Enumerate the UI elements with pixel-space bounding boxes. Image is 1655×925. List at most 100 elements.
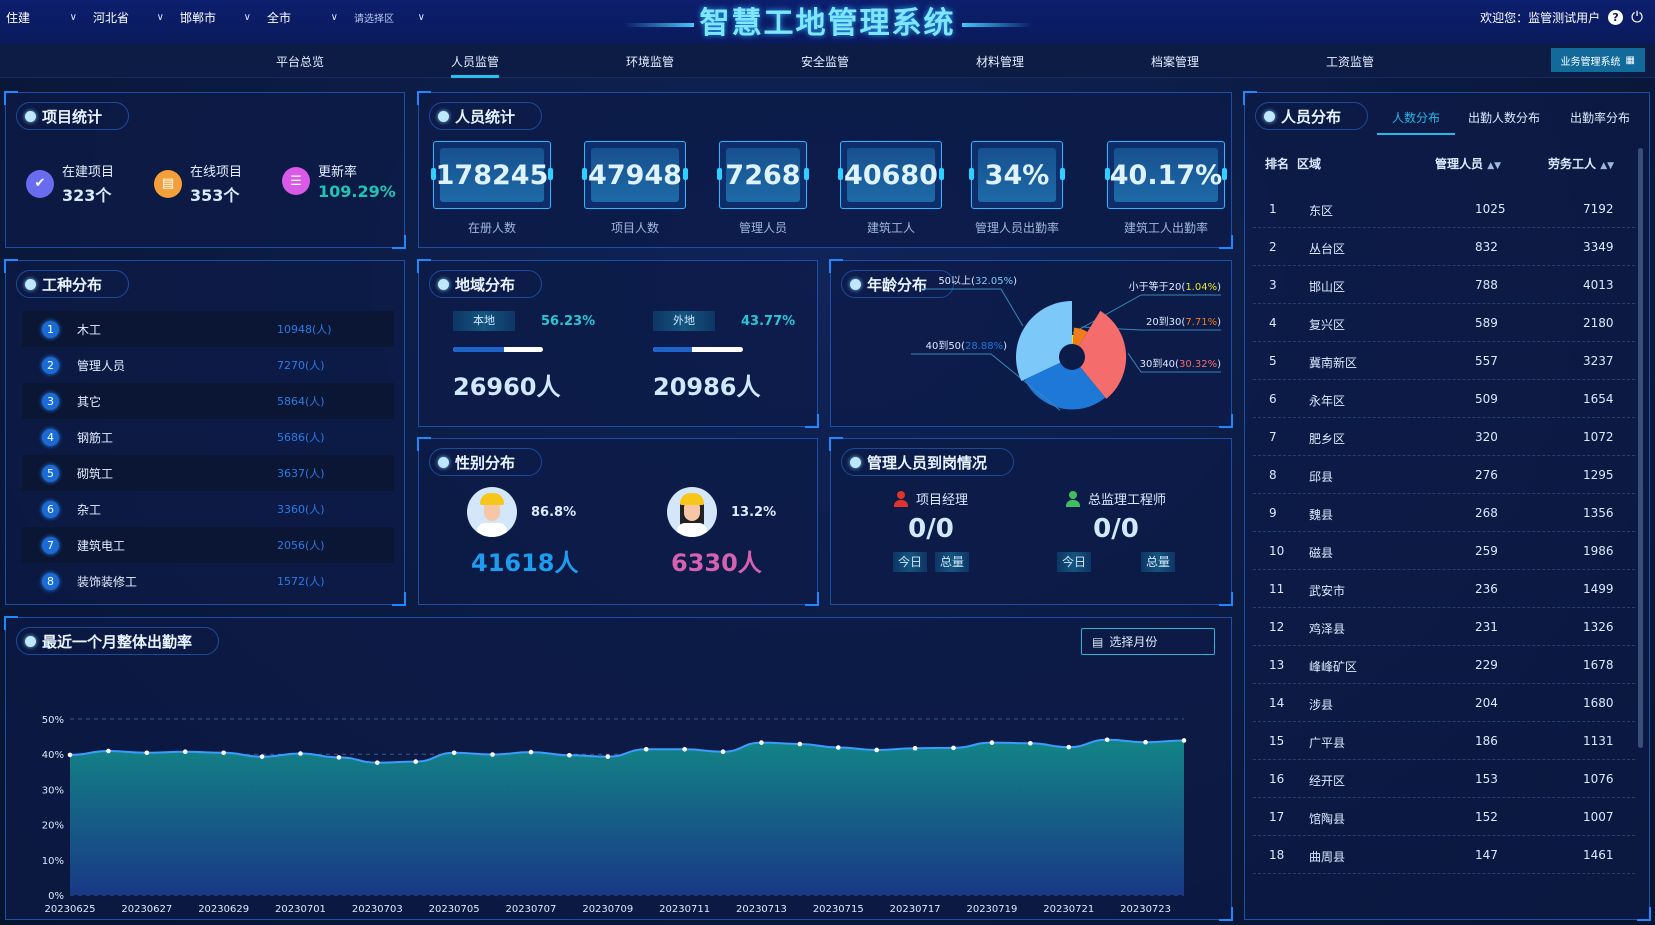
panel-title-text: 工种分布 — [42, 275, 103, 294]
nav-tab[interactable]: 档案管理 — [1150, 55, 1200, 69]
data-point-20230627[interactable] — [144, 750, 150, 756]
list-item[interactable]: 3 其它 5864(人) — [22, 383, 394, 419]
data-point-20230706[interactable] — [490, 752, 495, 757]
worker-type-count: 1572(人) — [277, 575, 325, 588]
data-point-20230710[interactable] — [643, 746, 649, 752]
nav-tab[interactable]: 人员监管 — [450, 53, 500, 78]
data-point-20230721[interactable] — [1066, 744, 1072, 750]
table-row[interactable]: 13 峰峰矿区 229 1678 — [1253, 646, 1635, 684]
data-point-20230630[interactable] — [259, 754, 265, 759]
list-item[interactable]: 8 装饰装修工 1572(人) — [22, 563, 394, 599]
worker-type-name: 钢筋工 — [77, 430, 114, 445]
data-point-20230705[interactable] — [451, 750, 457, 756]
list-item[interactable]: 6 杂工 3360(人) — [22, 491, 394, 527]
table-row[interactable]: 4 复兴区 589 2180 — [1253, 304, 1635, 342]
rose-slice-小于等于20[interactable] — [1072, 334, 1074, 345]
list-item[interactable]: 5 砌筑工 3637(人) — [22, 455, 394, 491]
table-row[interactable]: 17 馆陶县 152 1007 — [1253, 798, 1635, 836]
list-item[interactable]: 2 管理人员 7270(人) — [22, 347, 394, 383]
rank-cell: 10 — [1269, 544, 1285, 558]
worker-type-name: 装饰装修工 — [77, 574, 138, 589]
col-workers[interactable]: 劳务工人 ▲▼ — [1548, 155, 1614, 172]
dist-tab[interactable]: 人数分布 — [1377, 105, 1455, 135]
table-row[interactable]: 10 磁县 259 1986 — [1253, 532, 1635, 570]
data-point-20230714[interactable] — [797, 741, 803, 747]
dist-tab[interactable]: 出勤率分布 — [1569, 111, 1630, 125]
data-point-20230628[interactable] — [182, 749, 188, 755]
data-point-20230707[interactable] — [528, 749, 534, 755]
nav-tab[interactable]: 工资监管 — [1325, 55, 1375, 69]
table-row[interactable]: 12 鸡泽县 231 1326 — [1253, 608, 1635, 646]
rose-slice-20到30[interactable] — [1072, 327, 1088, 346]
data-point-20230701[interactable] — [298, 751, 303, 756]
project-stat-value: 323个 — [62, 186, 112, 205]
table-row[interactable]: 14 涉县 204 1680 — [1253, 684, 1635, 722]
power-icon[interactable]: ⏻ — [1631, 8, 1643, 26]
data-point-20230709[interactable] — [605, 754, 611, 759]
data-point-20230704[interactable] — [413, 759, 419, 764]
data-point-20230715[interactable] — [835, 745, 841, 750]
data-point-20230702[interactable] — [336, 755, 342, 760]
table-row[interactable]: 11 武安市 236 1499 — [1253, 570, 1635, 608]
col-region[interactable]: 区域 — [1297, 157, 1322, 171]
data-point-20230711[interactable] — [682, 746, 687, 752]
data-point-20230719[interactable] — [989, 740, 995, 745]
table-row[interactable]: 15 广平县 186 1131 — [1253, 722, 1635, 760]
table-row[interactable]: 16 经开区 153 1076 — [1253, 760, 1635, 798]
today-button[interactable]: 今日 — [893, 552, 927, 572]
data-point-20230717[interactable] — [912, 745, 918, 751]
slice-name: 20到30 — [1146, 316, 1181, 328]
table-row[interactable]: 7 肥乡区 320 1072 — [1253, 418, 1635, 456]
data-point-20230724[interactable] — [1181, 738, 1187, 743]
col-managers[interactable]: 管理人员 ▲▼ — [1435, 155, 1501, 172]
personnel-stats-panel: 人员统计 178245 在册人数 47948 项目人数 7268 管理人员 40680 建筑工… — [417, 91, 1233, 249]
dist-tab[interactable]: 出勤人数分布 — [1467, 111, 1540, 125]
data-point-20230718[interactable] — [951, 745, 956, 751]
rose-slice-30到40[interactable] — [1078, 310, 1127, 399]
workers-cell: 1007 — [1583, 810, 1614, 824]
list-item[interactable]: 7 建筑电工 2056(人) — [22, 527, 394, 563]
nav-tab[interactable]: 材料管理 — [975, 55, 1025, 69]
region-cell: 鸡泽县 — [1309, 622, 1346, 636]
panel-title: 人员统计 — [429, 102, 543, 130]
data-point-20230712[interactable] — [720, 749, 726, 755]
list-item[interactable]: 1 木工 10948(人) — [22, 311, 394, 347]
col-rank[interactable]: 排名 — [1265, 157, 1290, 171]
data-point-20230708[interactable] — [567, 752, 572, 758]
stat-label: 建筑工人出勤率 — [1123, 221, 1209, 235]
table-row[interactable]: 1 东区 1025 7192 — [1253, 190, 1635, 228]
nav-tab[interactable]: 安全监管 — [800, 55, 850, 69]
nav-tab[interactable]: 环境监管 — [625, 55, 675, 69]
table-row[interactable]: 6 永年区 509 1654 — [1253, 380, 1635, 418]
workers-cell: 1680 — [1583, 696, 1614, 710]
data-point-20230629[interactable] — [221, 750, 226, 756]
table-row[interactable]: 3 邯山区 788 4013 — [1253, 266, 1635, 304]
data-point-20230723[interactable] — [1143, 739, 1148, 745]
today-button[interactable]: 今日 — [1057, 552, 1091, 572]
rose-slice-50以上[interactable] — [1016, 301, 1072, 382]
data-point-20230716[interactable] — [874, 747, 879, 753]
data-point-20230713[interactable] — [759, 740, 764, 745]
data-point-20230625[interactable] — [67, 752, 73, 758]
series-line — [69, 738, 1185, 764]
sort-icon[interactable]: ▲▼ — [1600, 161, 1615, 171]
list-item[interactable]: 4 钢筋工 5686(人) — [22, 419, 394, 455]
table-row[interactable]: 8 邱县 276 1295 — [1253, 456, 1635, 494]
month-picker[interactable]: ▤ 选择月份 — [1081, 628, 1215, 655]
data-point-20230720[interactable] — [1028, 740, 1033, 746]
help-icon[interactable]: ? — [1608, 9, 1624, 25]
sort-icon[interactable]: ▲▼ — [1487, 161, 1502, 171]
table-row[interactable]: 18 曲周县 147 1461 — [1253, 836, 1635, 874]
table-row[interactable]: 2 丛台区 832 3349 — [1253, 228, 1635, 266]
scrollbar[interactable] — [1638, 148, 1643, 748]
data-point-20230626[interactable] — [106, 748, 111, 754]
total-button[interactable]: 总量 — [935, 552, 969, 572]
table-row[interactable]: 9 魏县 268 1356 — [1253, 494, 1635, 532]
data-point-20230722[interactable] — [1104, 737, 1110, 743]
table-row[interactable]: 5 冀南新区 557 3237 — [1253, 342, 1635, 380]
business-system-button[interactable]: 业务管理系统 ▦ — [1550, 48, 1645, 72]
stat-value: 40680 — [844, 148, 938, 202]
nav-tab[interactable]: 平台总览 — [275, 55, 325, 69]
total-button[interactable]: 总量 — [1141, 552, 1175, 572]
data-point-20230703[interactable] — [375, 760, 380, 765]
